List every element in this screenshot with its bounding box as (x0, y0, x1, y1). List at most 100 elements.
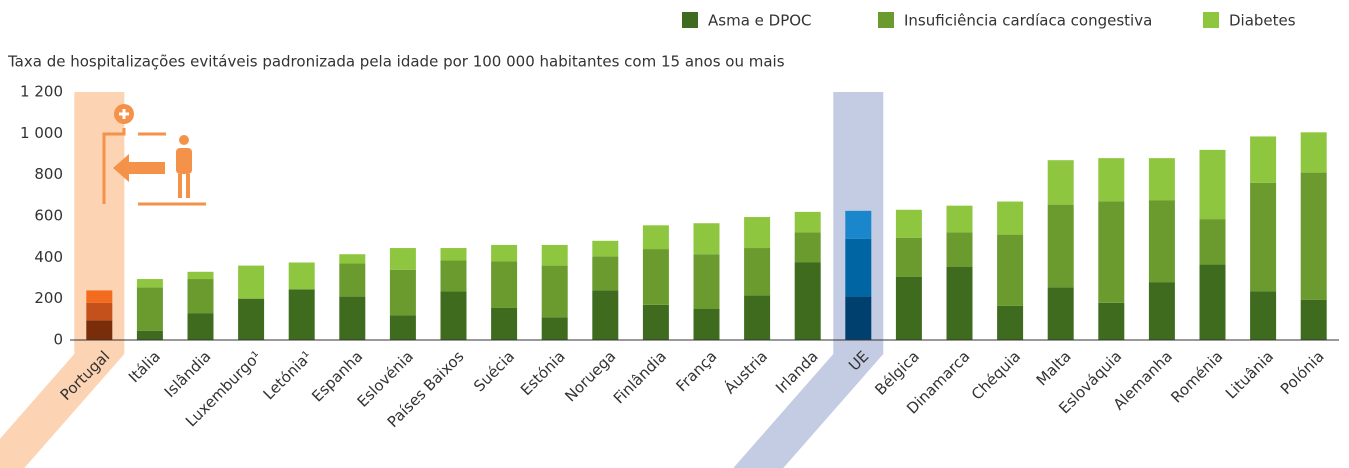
bar-segment (1200, 150, 1226, 219)
bar-segment (1301, 173, 1327, 300)
bar-segment (896, 277, 922, 340)
bar-segment (188, 272, 214, 279)
bar-segment (441, 248, 467, 260)
y-tick-label: 400 (34, 248, 63, 266)
y-tick-label: 0 (53, 331, 63, 349)
bar-segment (896, 238, 922, 277)
bar-segment (592, 241, 618, 256)
bar-segment (542, 266, 568, 318)
x-tick-label: Estónia (517, 347, 569, 399)
highlight-band (0, 92, 124, 468)
bar-segment (137, 279, 163, 287)
bar-segment (1301, 132, 1327, 172)
bar-segment (1200, 219, 1226, 264)
bar-segment (643, 305, 669, 340)
bar-segment (238, 299, 264, 340)
y-tick-label: 1 000 (20, 124, 63, 142)
bar-segment (845, 297, 871, 340)
bar-segment (744, 248, 770, 296)
bar-segment (845, 211, 871, 239)
bar-segment (1098, 202, 1124, 303)
bar-segment (1149, 158, 1175, 200)
y-tick-label: 800 (34, 165, 63, 183)
bar-segment (86, 303, 112, 321)
x-tick-label: Polónia (1277, 347, 1328, 398)
bar-segment (744, 296, 770, 340)
bar-segment (137, 287, 163, 330)
bar-segment (491, 261, 517, 308)
bar-segment (947, 233, 973, 267)
bar-segment (694, 254, 720, 309)
y-tick-label: 1 200 (20, 83, 63, 101)
bar-segment (1149, 282, 1175, 340)
bar-segment (137, 331, 163, 340)
bar-segment (542, 245, 568, 266)
bar-segment (795, 263, 821, 341)
x-tick-label: França (673, 347, 721, 395)
bar-segment (390, 248, 416, 270)
bar-segment (441, 260, 467, 291)
bar-segment (339, 254, 365, 263)
chart-subtitle: Taxa de hospitalizações evitáveis padron… (7, 53, 785, 71)
bar-segment (491, 308, 517, 340)
bar-segment (795, 212, 821, 233)
bar-segment (997, 306, 1023, 340)
y-tick-label: 600 (34, 207, 63, 225)
bar-segment (1301, 300, 1327, 340)
bar-segment (188, 313, 214, 340)
bar-segment (1048, 205, 1074, 288)
bar-segment (339, 297, 365, 340)
bar-segment (1048, 287, 1074, 340)
x-tick-label: Letónia¹ (260, 347, 316, 403)
bar-segment (592, 256, 618, 290)
chart: Taxa de hospitalizações evitáveis padron… (0, 0, 1349, 468)
bar-segment (339, 264, 365, 297)
legend-swatch (1203, 12, 1219, 28)
bar-segment (643, 225, 669, 249)
bar-segment (1250, 291, 1276, 340)
legend-swatch (682, 12, 698, 28)
legend-label: Asma e DPOC (708, 12, 812, 30)
bar-segment (997, 202, 1023, 235)
x-tick-label: Finlândia (610, 347, 670, 407)
bar-segment (542, 317, 568, 340)
bar-segment (947, 206, 973, 233)
bar-segment (947, 267, 973, 340)
bar-segment (1149, 201, 1175, 283)
bar-segment (845, 239, 871, 297)
bar-segment (643, 249, 669, 305)
bar-segment (694, 223, 720, 254)
bar-segment (289, 289, 315, 340)
x-tick-label: Áustria (720, 347, 771, 398)
bar-segment (238, 266, 264, 299)
bar-segment (441, 291, 467, 340)
x-tick-label: Roménia (1167, 347, 1226, 406)
bar-segment (592, 290, 618, 340)
bar-segment (694, 309, 720, 340)
bar-segment (188, 279, 214, 313)
bar-segment (744, 217, 770, 248)
legend-label: Insuficiência cardíaca congestiva (904, 12, 1152, 30)
bar-segment (289, 263, 315, 290)
bar-segment (1098, 158, 1124, 201)
x-tick-label: Itália (125, 347, 164, 386)
bar-segment (1098, 303, 1124, 340)
x-tick-label: Suécia (470, 347, 518, 395)
x-tick-label: Chéquia (968, 347, 1024, 403)
bar-segment (795, 233, 821, 263)
legend-label: Diabetes (1229, 12, 1296, 30)
x-tick-label: Lituânia (1222, 347, 1277, 402)
bar-segment (86, 290, 112, 302)
bar-segment (1048, 160, 1074, 204)
bar-segment (1250, 136, 1276, 183)
bar-segment (896, 210, 922, 238)
legend-swatch (878, 12, 894, 28)
x-tick-label: Malta (1033, 347, 1075, 389)
bar-segment (1250, 183, 1276, 292)
bar-segment (390, 270, 416, 315)
y-tick-label: 200 (34, 289, 63, 307)
bar-segment (86, 320, 112, 340)
bar-segment (491, 245, 517, 262)
bar-segment (1200, 265, 1226, 340)
bar-segment (390, 315, 416, 340)
